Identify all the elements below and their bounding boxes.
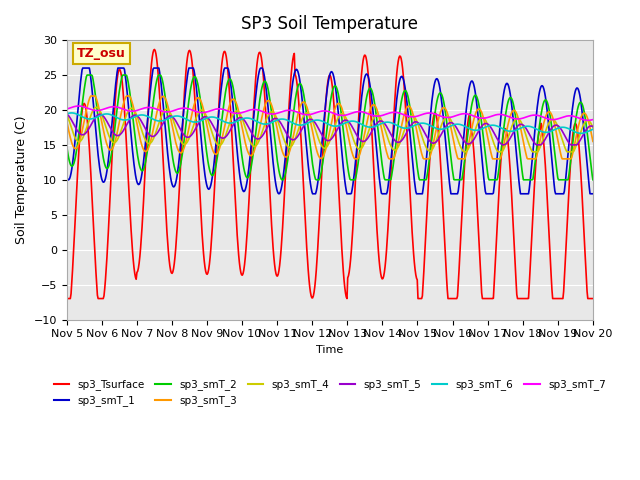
sp3_smT_5	[208, 120, 216, 126]
sp3_smT_5	[394, 139, 401, 145]
sp3_smT_2	[278, 177, 285, 183]
sp3_smT_3	[180, 144, 188, 150]
Line: sp3_smT_6: sp3_smT_6	[67, 113, 593, 133]
sp3_smT_1	[127, 132, 135, 138]
sp3_smT_5	[180, 132, 188, 138]
Line: sp3_smT_2: sp3_smT_2	[67, 75, 593, 180]
sp3_smT_3	[395, 136, 403, 142]
sp3_smT_6	[577, 131, 585, 136]
Line: sp3_smT_1: sp3_smT_1	[67, 68, 593, 194]
sp3_Tsurface	[180, 88, 188, 94]
sp3_smT_6	[127, 116, 135, 121]
sp3_smT_1	[72, 126, 80, 132]
sp3_smT_2	[63, 143, 70, 149]
sp3_smT_7	[589, 117, 596, 122]
sp3_smT_2	[180, 134, 188, 140]
sp3_smT_2	[209, 173, 216, 179]
sp3_smT_4	[63, 111, 70, 117]
sp3_smT_1	[79, 65, 86, 71]
sp3_smT_4	[410, 113, 417, 119]
sp3_smT_5	[127, 116, 134, 121]
Line: sp3_smT_4: sp3_smT_4	[67, 107, 593, 152]
sp3_smT_3	[87, 93, 95, 99]
sp3_smT_4	[589, 125, 596, 131]
sp3_smT_6	[73, 111, 81, 117]
sp3_smT_7	[74, 103, 82, 109]
sp3_smT_2	[127, 99, 135, 105]
sp3_Tsurface	[127, 214, 134, 220]
sp3_smT_5	[63, 111, 70, 117]
sp3_smT_3	[209, 146, 216, 152]
sp3_smT_3	[127, 96, 135, 102]
Title: SP3 Soil Temperature: SP3 Soil Temperature	[241, 15, 419, 33]
sp3_smT_7	[72, 103, 80, 109]
sp3_smT_2	[410, 140, 418, 146]
sp3_smT_4	[93, 104, 100, 110]
sp3_smT_7	[209, 107, 216, 113]
sp3_smT_2	[72, 150, 80, 156]
sp3_smT_7	[180, 105, 188, 111]
sp3_smT_5	[409, 120, 417, 126]
sp3_smT_5	[589, 124, 596, 130]
sp3_smT_2	[589, 177, 596, 183]
sp3_smT_2	[83, 72, 91, 78]
Line: sp3_smT_7: sp3_smT_7	[67, 106, 593, 120]
sp3_Tsurface	[394, 59, 402, 64]
sp3_smT_6	[410, 123, 417, 129]
sp3_smT_1	[180, 99, 188, 105]
sp3_smT_2	[395, 115, 403, 120]
Legend: sp3_Tsurface, sp3_smT_1, sp3_smT_2, sp3_smT_3, sp3_smT_4, sp3_smT_5, sp3_smT_6, : sp3_Tsurface, sp3_smT_1, sp3_smT_2, sp3_…	[50, 375, 610, 410]
sp3_smT_7	[127, 108, 135, 114]
sp3_Tsurface	[72, 197, 80, 203]
sp3_Tsurface	[150, 47, 158, 52]
sp3_smT_3	[351, 156, 359, 162]
sp3_Tsurface	[589, 296, 596, 301]
sp3_smT_1	[63, 174, 70, 180]
sp3_smT_4	[127, 106, 135, 111]
X-axis label: Time: Time	[316, 345, 344, 355]
sp3_smT_6	[589, 126, 596, 132]
sp3_smT_7	[394, 110, 402, 116]
sp3_smT_5	[72, 126, 80, 132]
sp3_smT_5	[532, 142, 540, 148]
sp3_smT_4	[209, 131, 216, 136]
sp3_smT_3	[72, 145, 80, 151]
Y-axis label: Soil Temperature (C): Soil Temperature (C)	[15, 116, 28, 244]
sp3_smT_1	[589, 191, 596, 197]
sp3_smT_7	[410, 114, 417, 120]
sp3_smT_6	[394, 123, 402, 129]
sp3_Tsurface	[63, 296, 70, 301]
sp3_smT_4	[461, 149, 468, 155]
sp3_smT_4	[180, 142, 188, 147]
sp3_smT_1	[209, 174, 216, 180]
Line: sp3_Tsurface: sp3_Tsurface	[67, 49, 593, 299]
sp3_smT_7	[63, 106, 70, 112]
sp3_smT_6	[63, 111, 70, 117]
sp3_smT_1	[275, 191, 283, 197]
sp3_smT_3	[589, 139, 596, 144]
Line: sp3_smT_5: sp3_smT_5	[67, 114, 593, 145]
sp3_smT_3	[63, 118, 70, 123]
sp3_smT_1	[395, 81, 403, 86]
sp3_smT_6	[209, 114, 216, 120]
sp3_smT_3	[410, 116, 418, 122]
Line: sp3_smT_3: sp3_smT_3	[67, 96, 593, 159]
sp3_smT_4	[72, 137, 80, 143]
sp3_smT_4	[394, 144, 402, 150]
sp3_smT_1	[410, 177, 418, 183]
sp3_smT_6	[68, 110, 76, 116]
sp3_Tsurface	[209, 225, 216, 230]
sp3_smT_7	[584, 118, 591, 123]
Text: TZ_osu: TZ_osu	[77, 47, 126, 60]
sp3_smT_6	[180, 115, 188, 121]
sp3_Tsurface	[410, 251, 417, 256]
